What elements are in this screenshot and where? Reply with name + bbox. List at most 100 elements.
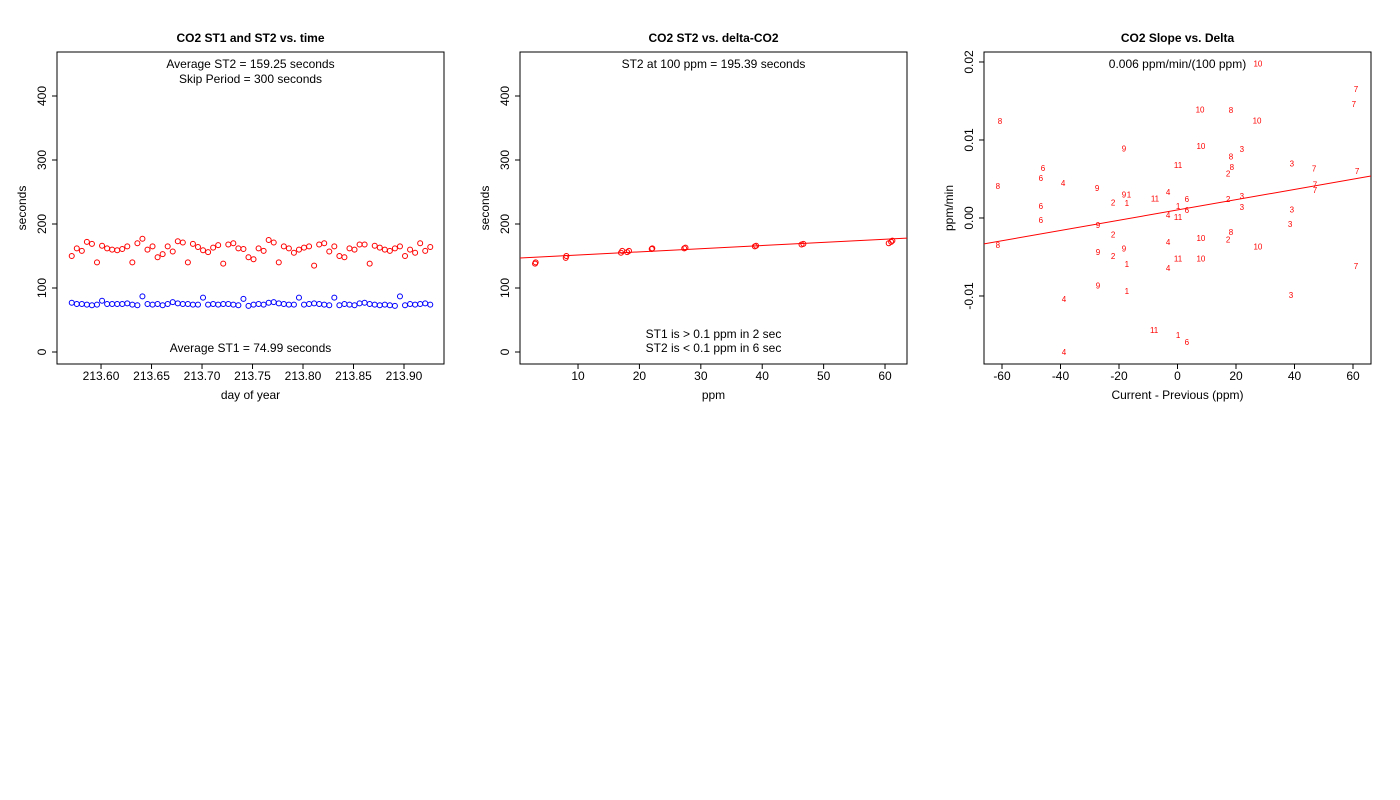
point-label: 4 xyxy=(1166,238,1171,247)
point-label: 11 xyxy=(1174,161,1183,170)
point-label: 4 xyxy=(1166,211,1171,220)
y-tick-label: 200 xyxy=(35,214,49,234)
point-label: 3 xyxy=(1240,192,1245,201)
point xyxy=(144,246,151,253)
point xyxy=(265,299,272,306)
point xyxy=(371,301,378,308)
point xyxy=(391,302,398,309)
point-label: 3 xyxy=(1289,291,1294,300)
point-label: 4 xyxy=(1062,348,1067,357)
point xyxy=(381,246,388,253)
point xyxy=(412,249,419,256)
y-tick-label: 300 xyxy=(498,150,512,170)
point xyxy=(321,240,328,247)
point-label: 6 xyxy=(1039,174,1044,183)
point xyxy=(93,301,100,308)
point xyxy=(366,301,373,307)
point xyxy=(179,239,186,246)
x-tick-label: 60 xyxy=(878,369,892,383)
annotation: Skip Period = 300 seconds xyxy=(179,72,322,86)
point xyxy=(260,301,267,308)
point xyxy=(124,243,131,250)
point xyxy=(295,294,302,301)
x-tick-label: 20 xyxy=(1229,369,1243,383)
point-label: 8 xyxy=(1230,163,1235,172)
point xyxy=(285,245,292,252)
point xyxy=(336,302,343,309)
point-label: 3 xyxy=(1290,159,1295,168)
point-label: 10 xyxy=(1196,105,1205,114)
point xyxy=(189,301,196,308)
point xyxy=(290,301,297,308)
y-axis-label: ppm/min xyxy=(942,185,956,231)
point-label: 9 xyxy=(1122,190,1127,199)
fit-line xyxy=(984,175,1371,245)
point xyxy=(154,301,161,307)
point-label: 9 xyxy=(1096,248,1101,257)
point xyxy=(412,301,419,308)
y-tick-label: 400 xyxy=(498,86,512,106)
point-label: 7 xyxy=(1352,100,1357,109)
points xyxy=(68,235,434,309)
point-label: 9 xyxy=(1096,282,1101,291)
point-label: 8 xyxy=(998,117,1003,126)
point xyxy=(154,254,161,261)
point xyxy=(422,247,429,254)
annotation: ST2 at 100 ppm = 195.39 seconds xyxy=(622,57,806,71)
point xyxy=(341,301,348,307)
points xyxy=(532,237,896,267)
point-label: 2 xyxy=(1226,236,1231,245)
point xyxy=(179,301,186,307)
point xyxy=(346,301,353,308)
x-tick-label: 60 xyxy=(1346,369,1360,383)
point xyxy=(235,302,242,309)
point xyxy=(88,240,95,247)
point xyxy=(316,301,323,307)
x-tick-label: 0 xyxy=(1174,369,1181,383)
x-axis-label: ppm xyxy=(702,388,725,402)
point xyxy=(306,243,313,250)
point xyxy=(109,301,116,307)
point xyxy=(230,240,237,247)
point-label: 10 xyxy=(1196,234,1205,243)
point-label: 1 xyxy=(1125,287,1130,296)
point xyxy=(361,241,368,248)
point xyxy=(396,243,403,250)
point-label: 10 xyxy=(1253,116,1262,125)
point xyxy=(83,238,90,245)
point xyxy=(114,247,121,254)
point xyxy=(159,251,166,258)
point xyxy=(270,239,277,246)
x-tick-label: 20 xyxy=(633,369,647,383)
y-tick-label: 0.00 xyxy=(962,206,976,230)
x-axis-label: Current - Previous (ppm) xyxy=(1111,388,1243,402)
point-label: 11 xyxy=(1174,213,1183,222)
point xyxy=(427,244,434,251)
point xyxy=(205,301,212,308)
point xyxy=(149,301,156,308)
point xyxy=(285,301,292,308)
x-tick-label: 213.80 xyxy=(285,369,322,383)
point xyxy=(73,301,80,307)
point-label: 9 xyxy=(1122,244,1127,253)
point xyxy=(240,245,247,252)
point xyxy=(311,300,318,307)
point-label: 7 xyxy=(1312,165,1317,174)
point xyxy=(129,259,136,266)
point-label: 7 xyxy=(1313,186,1318,195)
point-label: 6 xyxy=(1041,164,1046,173)
point-label: 8 xyxy=(996,241,1001,250)
x-axis-label: day of year xyxy=(221,388,280,402)
point xyxy=(134,302,141,309)
point xyxy=(356,300,363,307)
chart-title: CO2 ST1 and ST2 vs. time xyxy=(176,31,324,45)
point-label: 1 xyxy=(1127,190,1132,199)
point xyxy=(371,242,378,249)
x-tick-label: -20 xyxy=(1110,369,1128,383)
point-label: 11 xyxy=(1174,254,1183,263)
point-label: 6 xyxy=(1185,195,1190,204)
point-label: 2 xyxy=(1111,230,1116,239)
plot-frame xyxy=(56,51,445,365)
point-label: 7 xyxy=(1313,180,1318,189)
